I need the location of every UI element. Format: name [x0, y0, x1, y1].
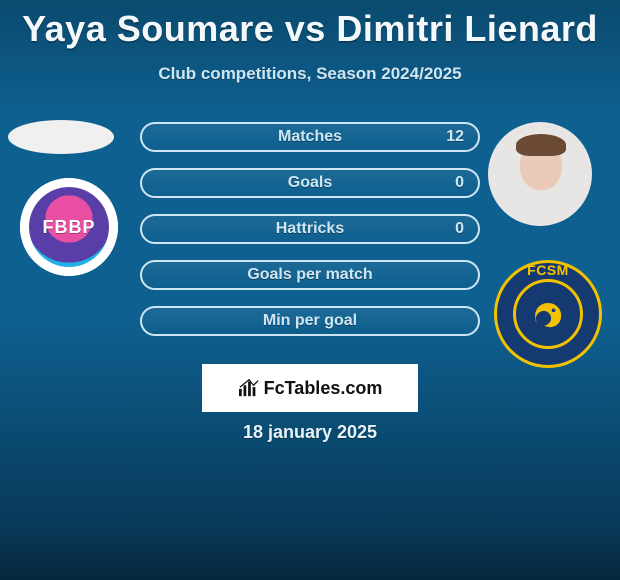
stat-label: Goals: [288, 174, 332, 192]
club-left-badge: FBBP: [20, 178, 118, 276]
club-right-badge-inner: FCSM: [513, 279, 583, 349]
stat-value-right: 0: [455, 220, 464, 238]
stat-row-goals-per-match: Goals per match: [140, 260, 480, 290]
comparison-card: Yaya Soumare vs Dimitri Lienard Club com…: [0, 0, 620, 580]
bar-chart-icon: [238, 378, 260, 398]
stat-label: Goals per match: [247, 266, 372, 284]
stat-label: Min per goal: [263, 312, 357, 330]
stat-value-right: 0: [455, 174, 464, 192]
stat-row-matches: Matches 12: [140, 122, 480, 152]
date-label: 18 january 2025: [0, 422, 620, 443]
club-left-label: FBBP: [43, 217, 96, 238]
stat-label: Matches: [278, 128, 342, 146]
stat-value-right: 12: [446, 128, 464, 146]
page-title: Yaya Soumare vs Dimitri Lienard: [0, 0, 620, 50]
lion-icon: [526, 292, 570, 336]
player-left-avatar: [8, 120, 114, 154]
subtitle: Club competitions, Season 2024/2025: [0, 64, 620, 84]
brand-box: FcTables.com: [202, 364, 418, 412]
stat-row-min-per-goal: Min per goal: [140, 306, 480, 336]
stat-row-hattricks: Hattricks 0: [140, 214, 480, 244]
stat-label: Hattricks: [276, 220, 344, 238]
club-left-badge-inner: FBBP: [29, 187, 109, 267]
brand-label: FcTables.com: [264, 378, 383, 399]
stat-row-goals: Goals 0: [140, 168, 480, 198]
player-right-avatar: [488, 122, 592, 226]
club-right-badge: FCSM: [494, 260, 602, 368]
club-right-label: FCSM: [516, 262, 580, 278]
